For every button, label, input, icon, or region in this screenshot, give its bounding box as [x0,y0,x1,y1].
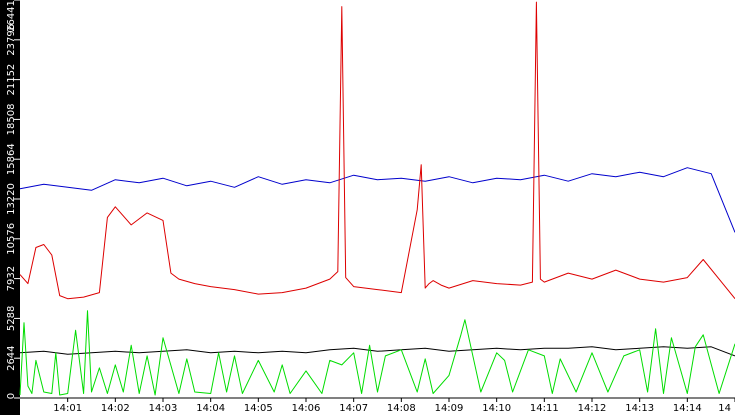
y-tick-label: 26441 [6,0,17,32]
series-line-0 [19,167,735,233]
x-tick-group: 14:01 14:02 14:03 14:04 14:05 14:06 14:07 14:08… [53,398,735,414]
plot-background [20,0,735,398]
x-tick-label: 14:12 [578,403,607,414]
x-tick-label: 14:14 [673,403,702,414]
x-tick-label: 14:10 [482,403,511,414]
y-tick-label: 5288 [6,306,17,331]
y-tick-label: 18508 [6,104,17,136]
x-tick-label: 14:08 [387,403,416,414]
x-tick-label: 14:01 [53,403,82,414]
y-axis-panel [0,0,20,415]
y-tick-label: 13220 [6,183,17,215]
x-tick-label: 14 [718,403,731,414]
y-tick-label: 0 [6,393,17,399]
y-tick-label: 10576 [6,223,17,255]
series-group [19,1,735,396]
series-line-1 [19,1,735,300]
x-tick-label: 14:03 [149,403,178,414]
x-tick-label: 14:04 [196,403,225,414]
y-tick-group: 0 2644 5288 7932 10576 13220 15864 18508 21152 23… [6,0,20,399]
y-tick-label: 2644 [6,345,17,370]
y-tick-label: 7932 [6,266,17,291]
series-line-3 [19,310,735,396]
x-tick-label: 14:09 [435,403,464,414]
x-tick-label: 14:02 [101,403,130,414]
x-tick-label: 14:13 [625,403,654,414]
y-tick-label: 15864 [6,143,17,175]
x-tick-label: 14:06 [292,403,321,414]
y-tick-label: 21152 [6,64,17,96]
x-tick-label: 14:07 [339,403,368,414]
series-line-2 [19,346,735,357]
x-tick-label: 14:05 [244,403,273,414]
x-tick-label: 14:11 [530,403,559,414]
y-tick-label: 23796 [6,24,17,56]
